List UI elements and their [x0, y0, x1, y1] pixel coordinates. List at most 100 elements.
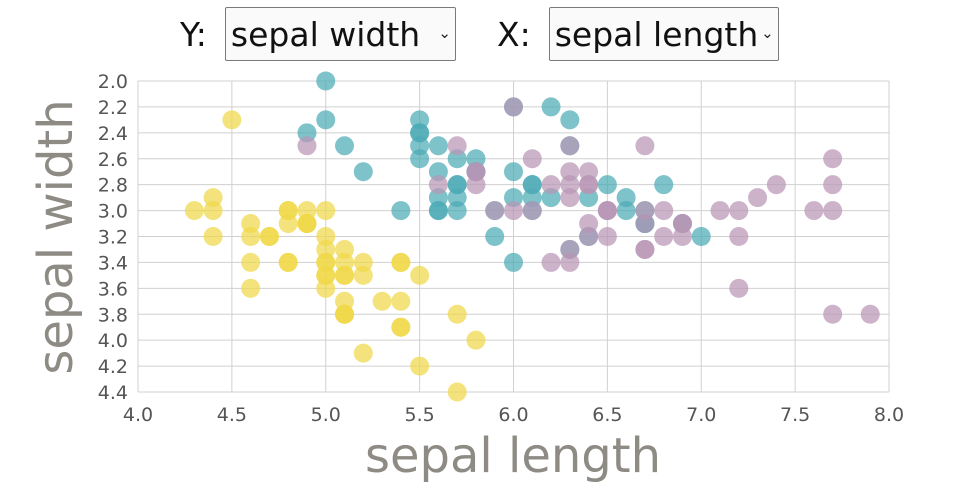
data-point	[485, 201, 505, 221]
data-point	[804, 201, 824, 221]
data-point	[335, 136, 355, 156]
data-point	[353, 252, 373, 272]
y-tick-label: 2.0	[98, 71, 128, 93]
data-point	[541, 175, 561, 195]
data-point	[241, 278, 261, 298]
data-point	[222, 110, 242, 130]
x-axis-title: sepal length	[365, 428, 661, 484]
x-tick-label: 6.0	[498, 404, 528, 426]
data-point	[372, 291, 392, 311]
data-point	[241, 227, 261, 246]
y-tick-label: 3.2	[98, 227, 128, 249]
data-point	[823, 304, 843, 324]
data-point	[335, 304, 355, 324]
data-point	[316, 265, 336, 285]
data-point	[504, 252, 523, 272]
y-axis-picker-label: Y:	[180, 14, 207, 54]
y-axis-picker: Y: sepal width ⌄	[180, 6, 456, 62]
x-axis-select[interactable]: sepal length ⌄	[548, 7, 779, 61]
data-point	[278, 252, 298, 272]
data-point	[241, 252, 261, 272]
data-point	[335, 252, 355, 272]
x-axis-picker: X: sepal length ⌄	[497, 6, 779, 62]
data-point	[428, 136, 448, 156]
data-point	[259, 227, 279, 246]
data-point	[748, 188, 768, 208]
data-point	[485, 227, 505, 246]
data-point	[616, 201, 636, 221]
data-point	[447, 175, 467, 195]
y-tick-label: 2.4	[98, 123, 128, 145]
x-tick-label: 5.0	[311, 404, 341, 426]
y-tick-label: 4.4	[98, 382, 128, 404]
chevron-down-icon: ⌄	[761, 24, 774, 42]
chevron-down-icon: ⌄	[438, 24, 451, 42]
data-point	[635, 201, 655, 221]
data-point	[316, 239, 336, 259]
data-point	[729, 278, 749, 298]
data-point	[297, 136, 317, 156]
y-axis-selected-value: sepal width	[230, 14, 421, 54]
y-tick-label: 3.6	[98, 278, 128, 300]
data-point	[410, 356, 430, 376]
y-axis-select[interactable]: sepal width ⌄	[224, 7, 456, 61]
data-point	[353, 343, 373, 363]
x-tick-label: 4.5	[217, 404, 247, 426]
data-point	[560, 175, 580, 195]
y-tick-label: 2.2	[98, 97, 128, 119]
data-point	[541, 252, 561, 272]
data-point	[560, 110, 580, 130]
data-point	[823, 149, 843, 169]
data-point	[560, 252, 580, 272]
data-point	[635, 239, 655, 259]
data-point	[672, 214, 692, 234]
data-point	[466, 162, 486, 182]
data-point	[353, 162, 373, 182]
data-point	[466, 330, 486, 350]
x-tick-label: 7.0	[686, 404, 716, 426]
y-tick-label: 2.6	[98, 149, 128, 171]
data-point	[541, 97, 561, 117]
data-point	[278, 201, 298, 221]
data-point	[316, 71, 336, 91]
data-point	[504, 162, 523, 182]
data-point	[447, 382, 467, 402]
data-point	[447, 136, 467, 156]
data-point	[522, 175, 542, 195]
x-tick-label: 6.5	[592, 404, 622, 426]
data-point	[504, 201, 523, 221]
y-tick-label: 3.8	[98, 304, 128, 326]
data-point	[522, 149, 542, 169]
data-point	[597, 201, 617, 221]
data-point	[297, 214, 317, 234]
data-point	[729, 201, 749, 221]
data-point	[504, 97, 523, 117]
data-point	[203, 201, 223, 221]
data-point	[203, 227, 223, 246]
y-tick-label: 3.0	[98, 201, 128, 223]
data-point	[654, 175, 674, 195]
data-point	[823, 175, 843, 195]
data-point	[428, 175, 448, 195]
x-tick-label: 5.5	[405, 404, 435, 426]
data-point	[391, 252, 411, 272]
data-point	[860, 304, 880, 324]
data-point	[635, 136, 655, 156]
data-point	[391, 317, 411, 337]
tick-labels: 4.0 4.5 5.0 5.5 6.0 6.5 7.0 7.5 8.0 2.0 2.2 2.4 2.6 2…	[98, 71, 904, 426]
data-point	[391, 291, 411, 311]
x-axis-selected-value: sepal length	[554, 14, 759, 54]
data-point	[597, 175, 617, 195]
y-tick-label: 2.8	[98, 175, 128, 197]
data-point	[579, 175, 599, 195]
x-tick-label: 7.5	[780, 404, 810, 426]
data-point	[428, 201, 448, 221]
data-point	[184, 201, 204, 221]
data-point	[597, 227, 617, 246]
x-tick-label: 4.0	[123, 404, 153, 426]
data-point	[316, 110, 336, 130]
axis-controls: Y: sepal width ⌄ X: sepal length ⌄	[0, 6, 960, 64]
data-point	[654, 201, 674, 221]
data-point	[316, 201, 336, 221]
x-axis-picker-label: X:	[497, 14, 531, 54]
